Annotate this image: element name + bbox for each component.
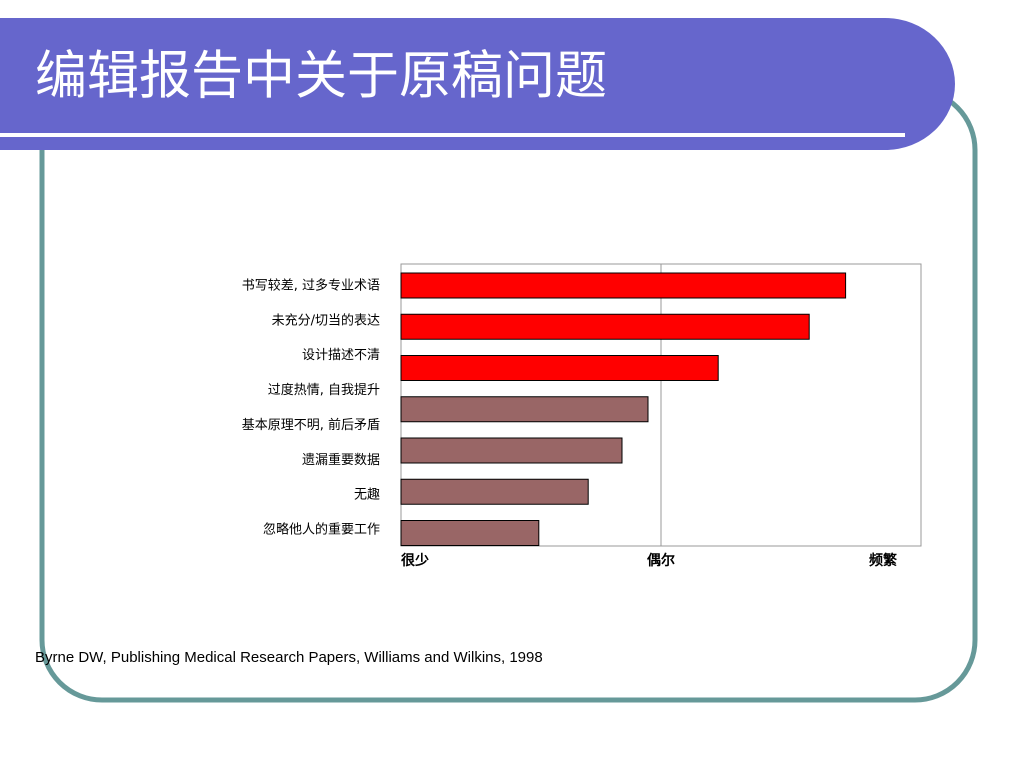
header-band <box>0 18 955 150</box>
y-tick-label: 遗漏重要数据 <box>302 452 380 468</box>
y-tick-label: 无趣 <box>354 488 380 503</box>
x-tick-label: 频繁 <box>869 552 898 569</box>
y-tick-label: 忽略他人的重要工作 <box>263 522 380 538</box>
y-tick-label: 未充分/切当的表达 <box>272 312 380 328</box>
y-tick-label: 书写较差, 过多专业术语 <box>242 278 380 294</box>
bar <box>400 313 810 340</box>
source: Byrne DW, Publishing Medical Research Pa… <box>35 649 543 666</box>
y-tick-label: 设计描述不清 <box>302 348 380 363</box>
y-tick-label: 基本原理不明, 前后矛盾 <box>242 417 380 433</box>
bar <box>400 272 847 299</box>
bar <box>400 478 589 505</box>
slide-title: 编辑报告中关于原稿问题 <box>35 47 607 107</box>
x-tick-label: 很少 <box>401 552 429 569</box>
x-tick-label: 偶尔 <box>647 552 675 569</box>
y-tick-label: 过度热情, 自我提升 <box>268 382 380 398</box>
bar <box>400 520 540 546</box>
bar <box>400 396 649 423</box>
bar <box>400 437 623 464</box>
bar <box>400 355 719 381</box>
